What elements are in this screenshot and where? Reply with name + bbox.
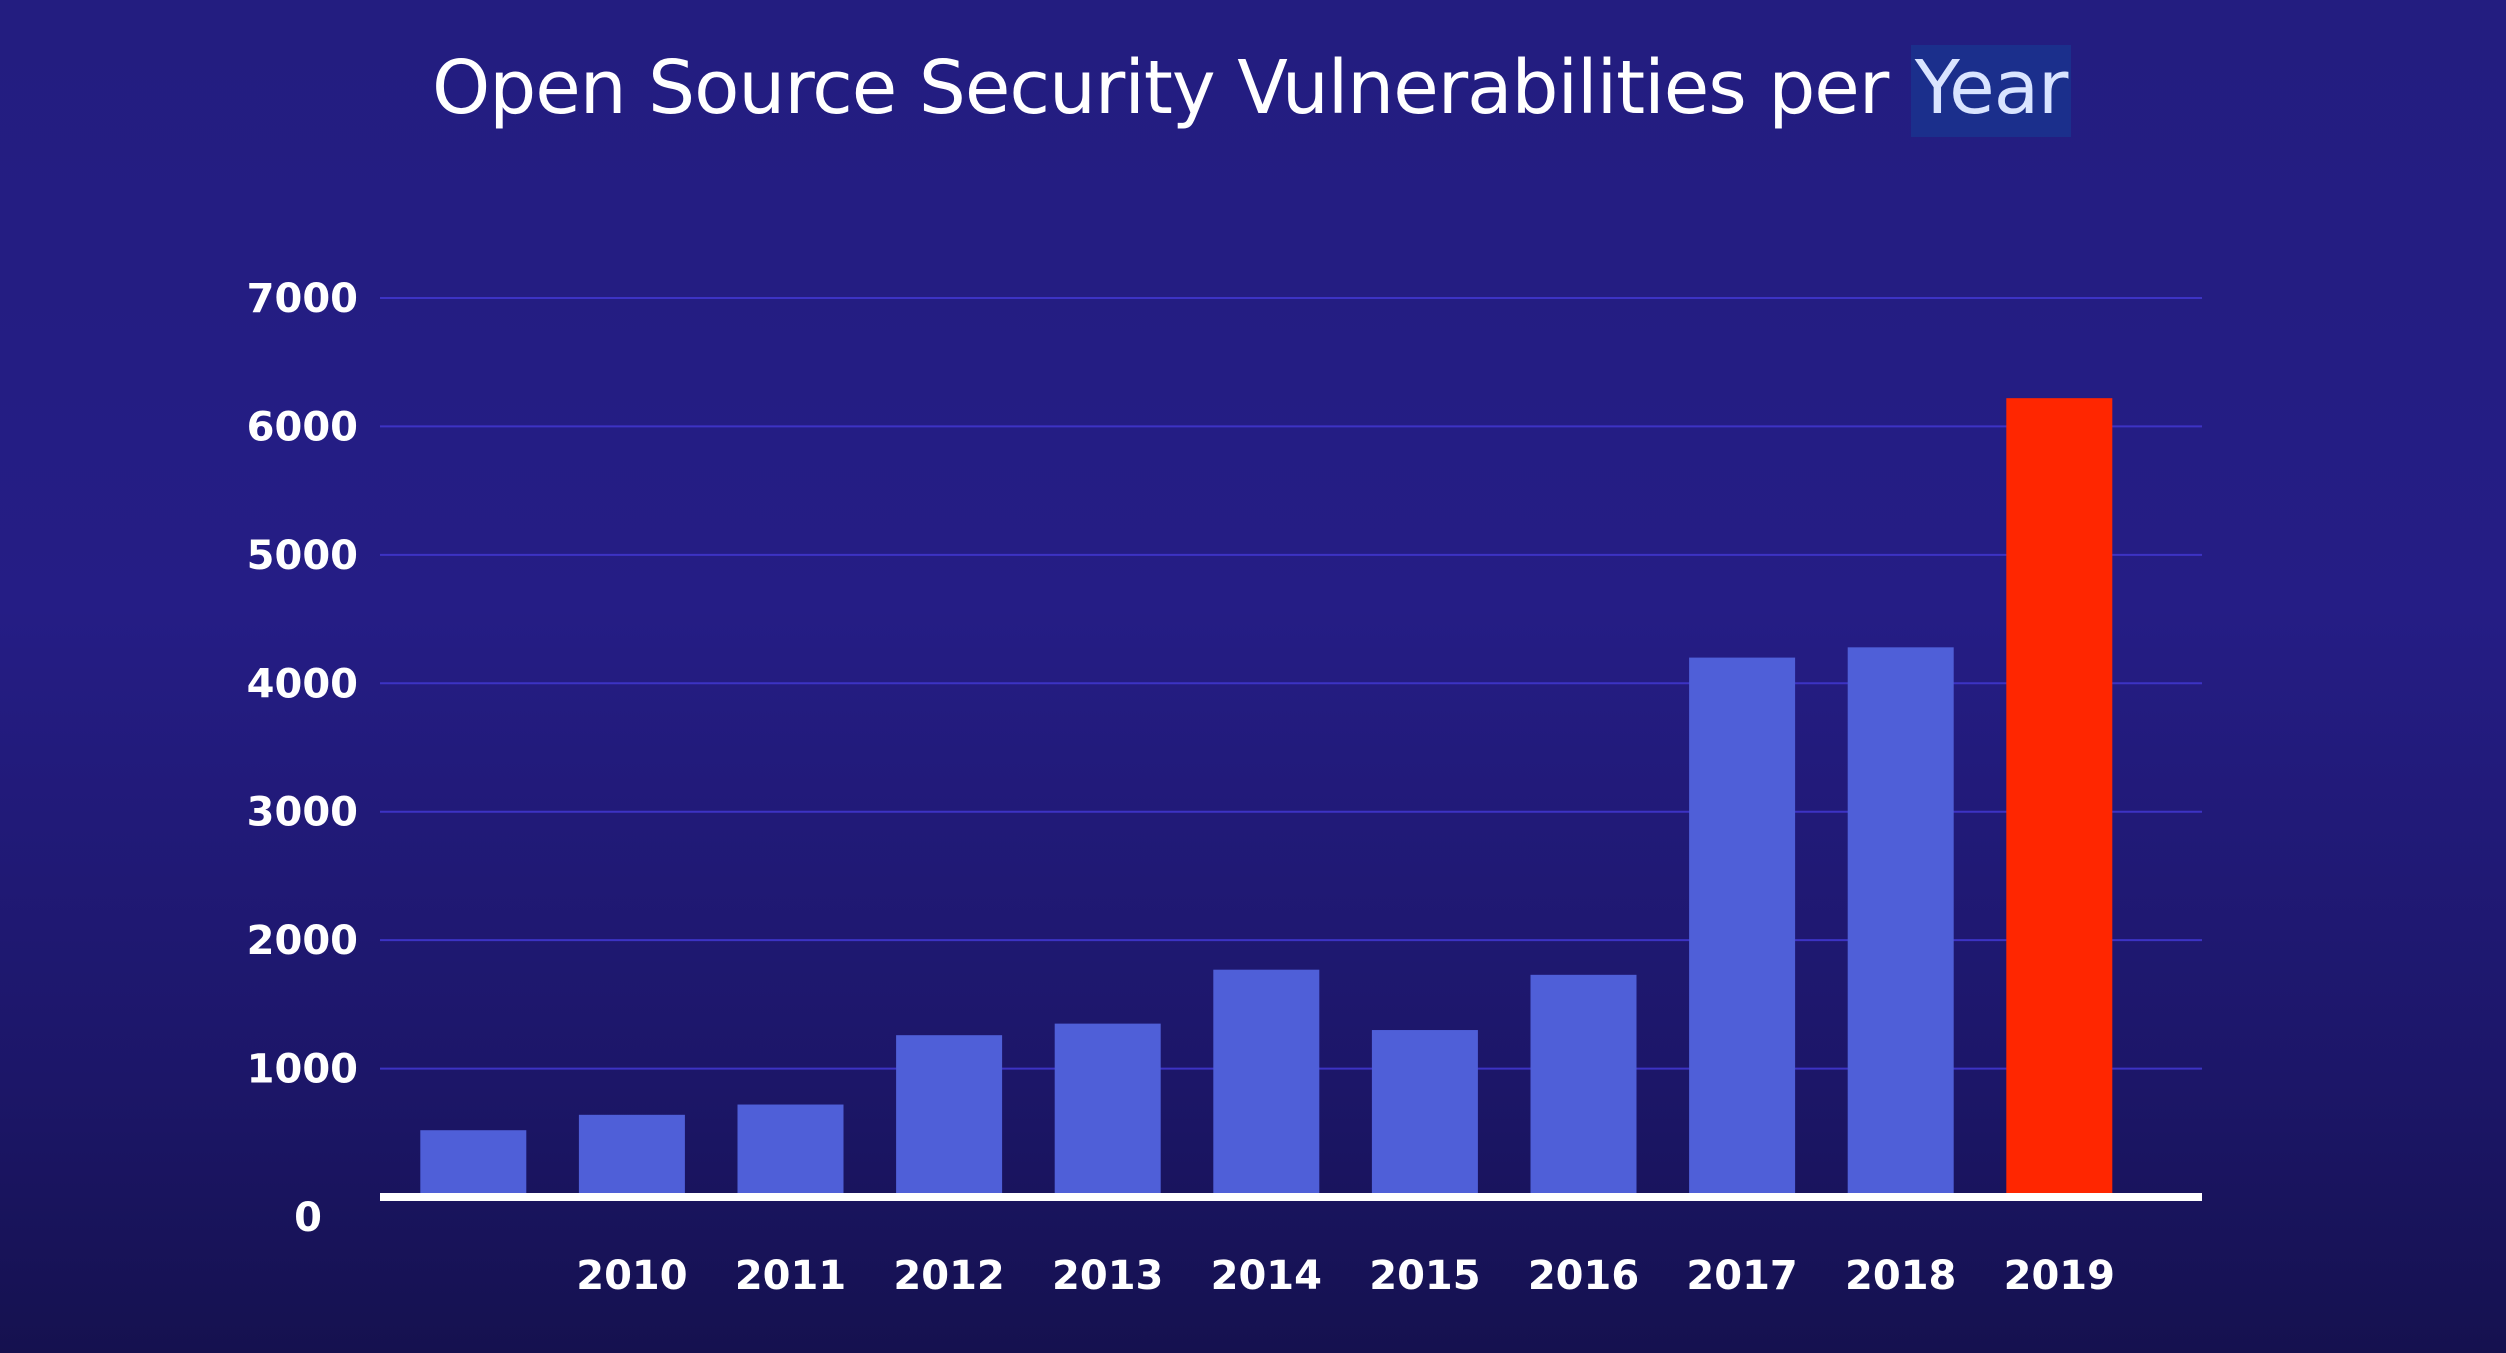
y-tick-label-7000: 7000	[247, 276, 358, 322]
x-tick-label-2013: 2013	[1052, 1253, 1163, 1299]
bar-2011	[737, 1104, 844, 1197]
x-tick-label-2017: 2017	[1686, 1253, 1797, 1299]
x-tick-label-2019: 2019	[2004, 1253, 2115, 1299]
bar-2019	[2006, 398, 2113, 1197]
chart-title: Open Source Security Vulnerabilities per…	[432, 40, 2072, 137]
y-tick-label-5000: 5000	[247, 533, 358, 579]
y-tick-label-1000: 1000	[247, 1047, 358, 1093]
x-tick-label-2016: 2016	[1528, 1253, 1639, 1299]
x-tick-label-2011: 2011	[735, 1253, 846, 1299]
bar-2017	[1689, 657, 1796, 1197]
y-tick-label-4000: 4000	[247, 661, 358, 707]
bars	[420, 398, 2113, 1197]
x-axis-tick-labels: 2010 2011 2012 2013 2014 2015 2016 2017 2018 2019	[576, 1253, 2115, 1299]
x-tick-label-2010: 2010	[576, 1253, 687, 1299]
bar-2010	[578, 1114, 685, 1197]
x-tick-label-2012: 2012	[893, 1253, 1004, 1299]
bar-2013	[1054, 1023, 1161, 1197]
bar-2018	[1847, 647, 1954, 1197]
y-tick-label-6000: 6000	[247, 404, 358, 450]
x-tick-label-2014: 2014	[1211, 1253, 1322, 1299]
y-tick-label-2000: 2000	[247, 918, 358, 964]
bar-2014	[1213, 969, 1320, 1197]
chart-title-main: Open Source Security Vulnerabilities per	[432, 45, 1889, 131]
bar-2012	[896, 1035, 1003, 1197]
y-tick-label-0: 0	[294, 1195, 322, 1241]
bar-2016	[1530, 974, 1637, 1197]
y-tick-label-3000: 3000	[247, 790, 358, 836]
x-tick-label-2018: 2018	[1845, 1253, 1956, 1299]
bar-unlabeled	[420, 1130, 527, 1197]
y-axis-tick-labels: 0 1000 2000 3000 4000 5000 6000 7000	[247, 276, 358, 1241]
x-tick-label-2015: 2015	[1369, 1253, 1480, 1299]
chart-title-highlight: Year	[1910, 45, 2072, 137]
bar-2015	[1371, 1030, 1478, 1197]
